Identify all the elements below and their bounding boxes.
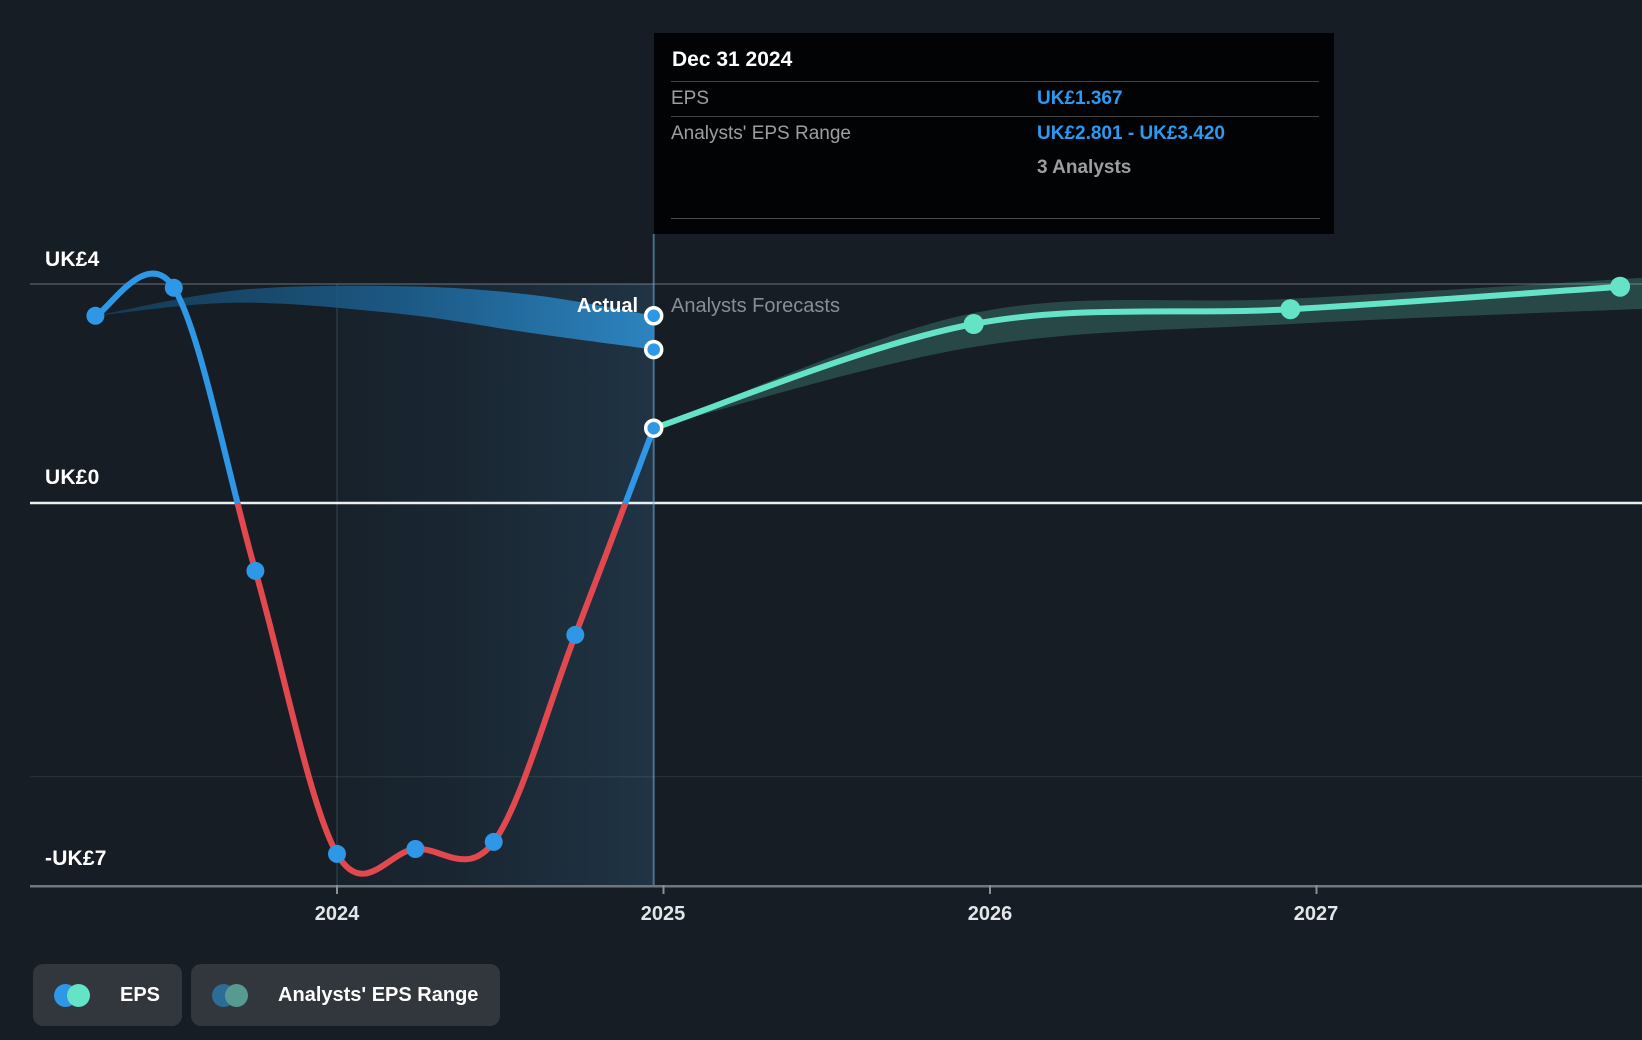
tooltip-date: Dec 31 2024 xyxy=(672,48,793,71)
x-axis-label-2024: 2024 xyxy=(314,903,360,925)
phase-label-forecast: Analysts Forecasts xyxy=(671,295,840,317)
tooltip-divider xyxy=(671,81,1319,82)
tooltip-eps-row: EPS UK£1.367 xyxy=(671,82,1319,116)
tooltip-analysts-note: 3 Analysts xyxy=(1037,157,1132,178)
x-axis-label-2027: 2027 xyxy=(1293,903,1339,925)
y-axis-label-0: UK£0 xyxy=(45,466,100,489)
y-axis-label-4: UK£4 xyxy=(45,248,100,271)
range-swatch-pair-icon xyxy=(212,983,249,1007)
tooltip-divider xyxy=(671,116,1319,117)
range-teal-dot-icon xyxy=(225,983,249,1007)
eps-swatch-pair-icon xyxy=(54,983,90,1007)
x-axis-label-2026: 2026 xyxy=(967,903,1013,925)
tooltip-range-label: Analysts' EPS Range xyxy=(671,123,851,144)
tooltip-eps-value: UK£1.367 xyxy=(1037,88,1123,109)
legend-eps-label: EPS xyxy=(120,983,161,1006)
tooltip-analysts-row: 3 Analysts xyxy=(671,151,1319,185)
phase-label-actual: Actual xyxy=(576,295,638,317)
tooltip-eps-label: EPS xyxy=(671,88,710,109)
legend-item-eps-range[interactable]: Analysts' EPS Range xyxy=(191,964,501,1026)
chart-legend: EPS Analysts' EPS Range xyxy=(33,964,501,1026)
tooltip-range-row: Analysts' EPS Range UK£2.801 - UK£3.420 xyxy=(671,117,1319,151)
eps-teal-dot-icon xyxy=(67,983,90,1007)
y-axis-label-neg7: -UK£7 xyxy=(45,847,107,870)
tooltip-bottom-divider xyxy=(671,218,1320,219)
tooltip-range-value: UK£2.801 - UK£3.420 xyxy=(1037,123,1225,144)
x-axis-label-2025: 2025 xyxy=(640,903,686,925)
legend-range-label: Analysts' EPS Range xyxy=(278,983,479,1006)
legend-item-eps[interactable]: EPS xyxy=(33,964,183,1026)
chart-tooltip: Dec 31 2024 EPS UK£1.367 Analysts' EPS R… xyxy=(654,33,1334,234)
